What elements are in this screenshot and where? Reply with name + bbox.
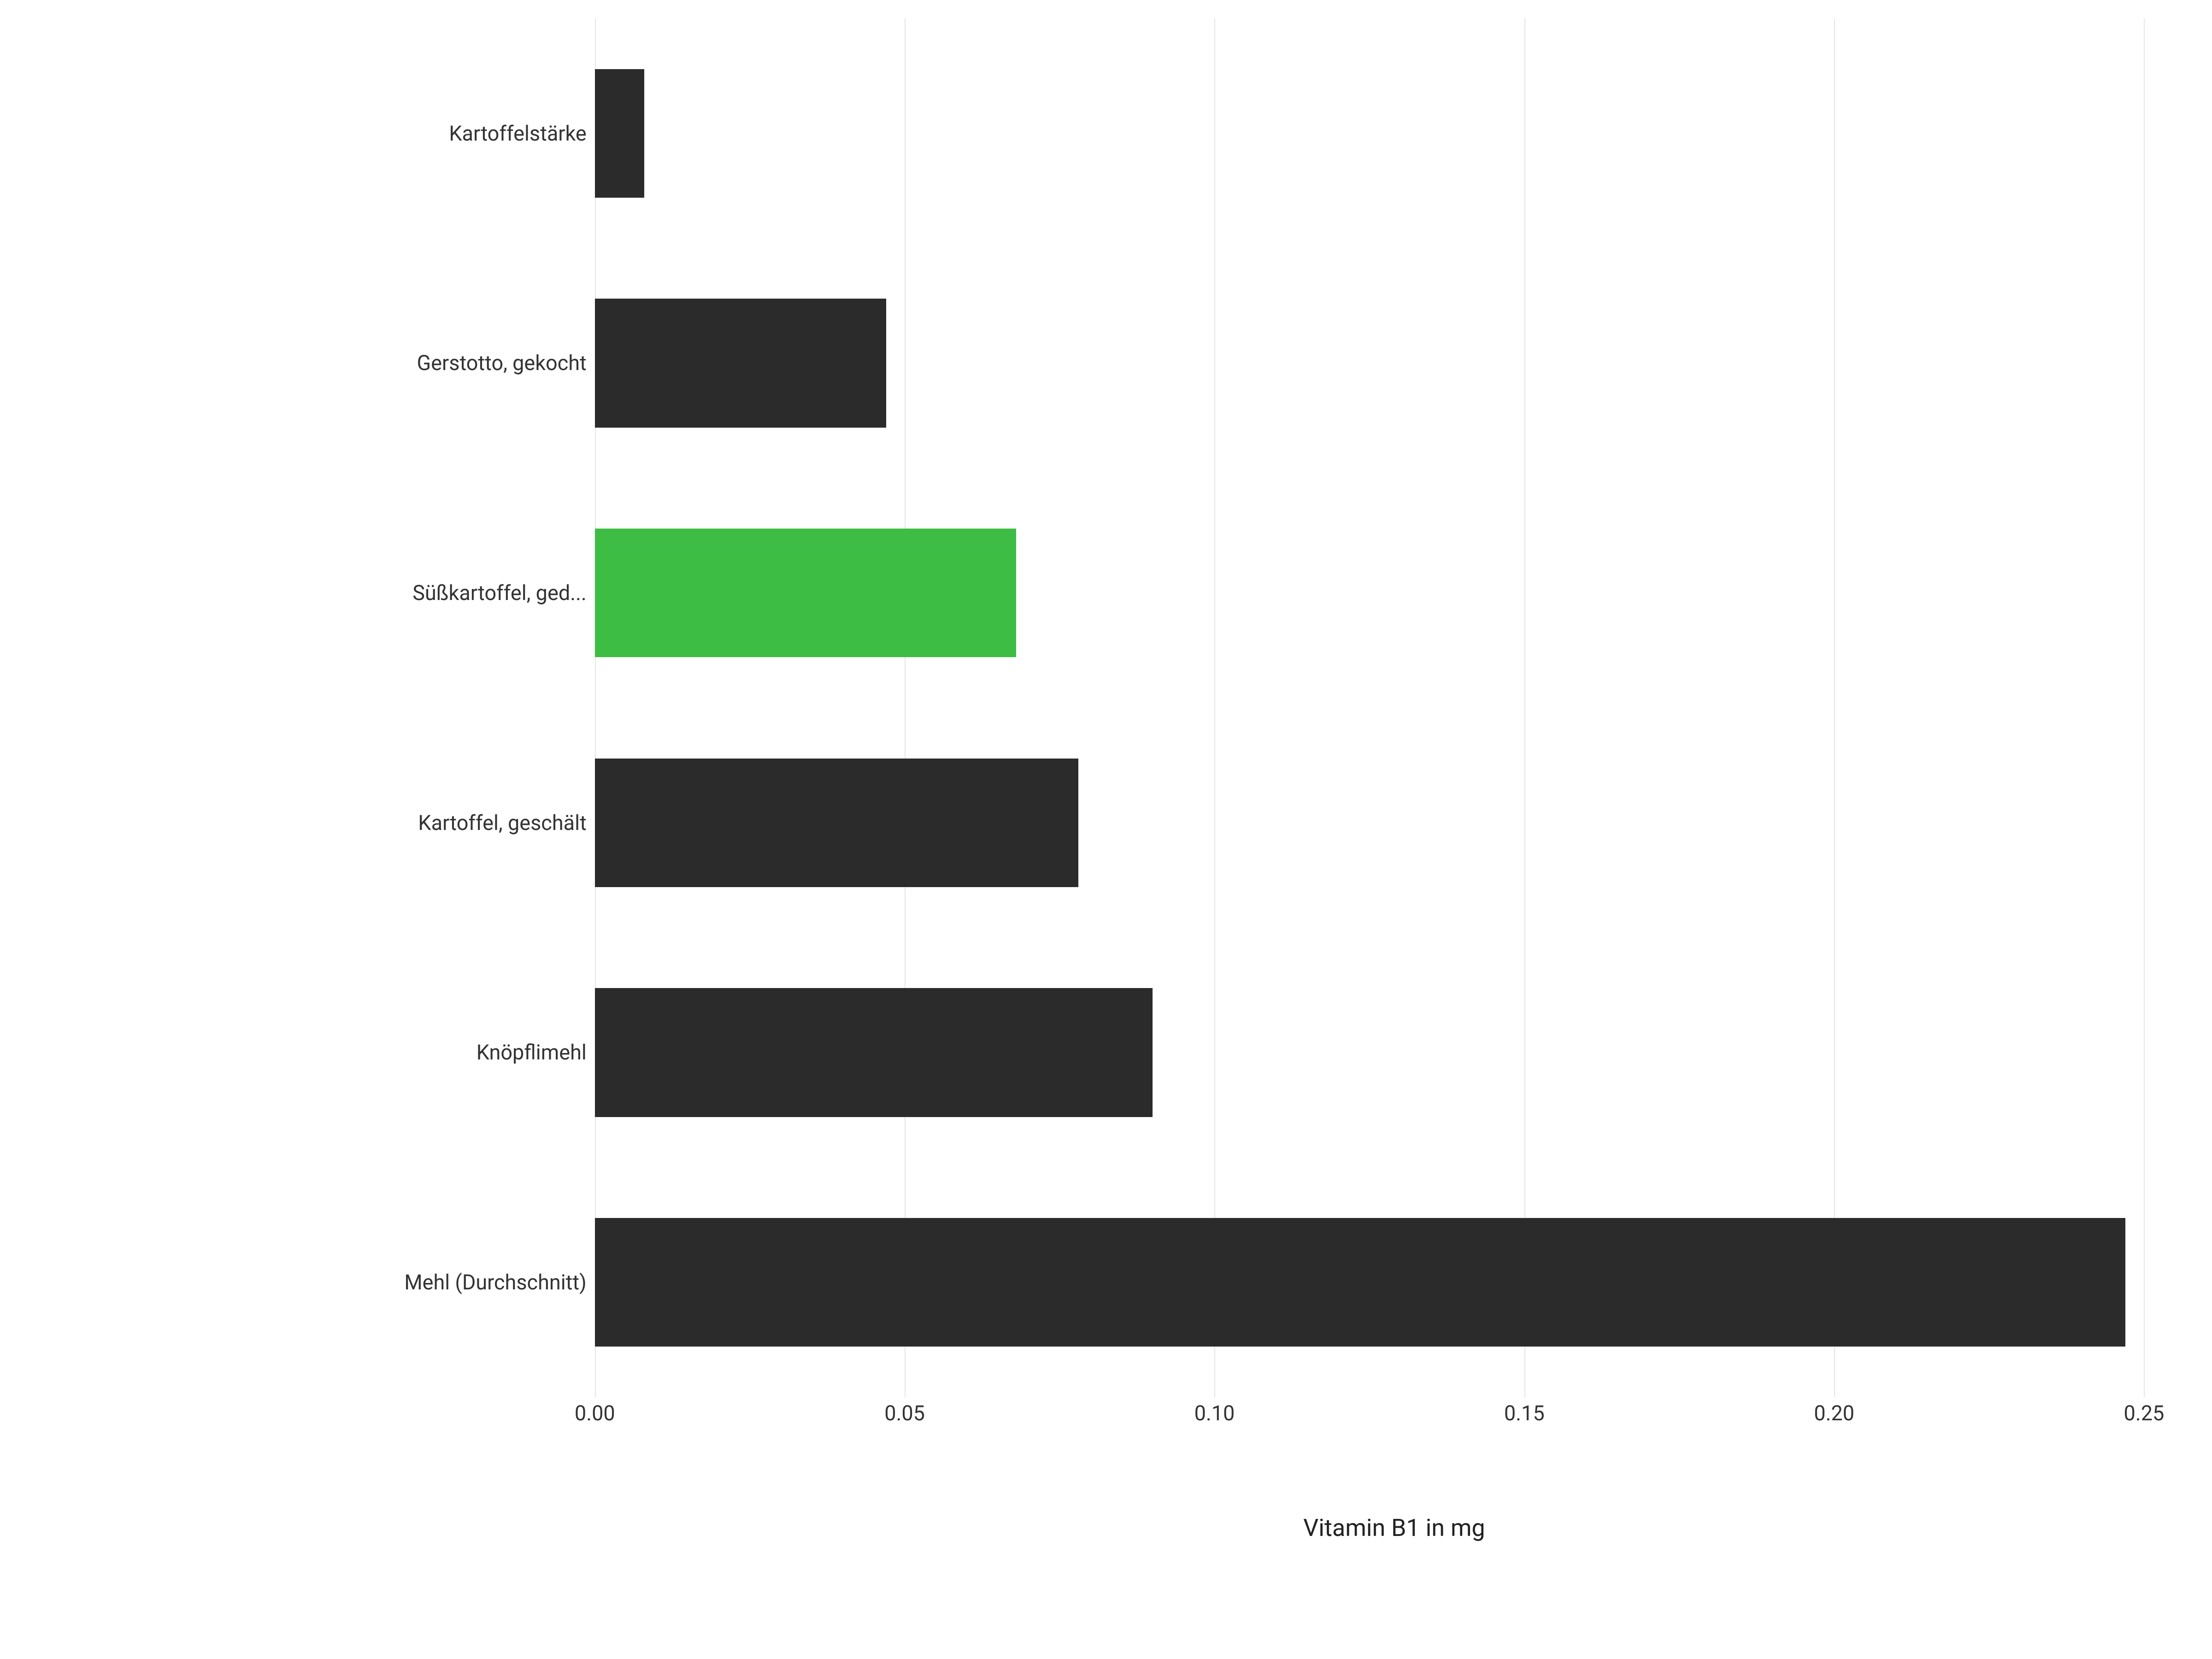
y-axis-label: Mehl (Durchschnitt) xyxy=(18,1272,595,1293)
bar xyxy=(595,529,1016,657)
x-tick-labels: 0.000.050.100.150.200.25 xyxy=(595,1397,2194,1514)
x-tick-label: 0.15 xyxy=(1504,1401,1545,1425)
bar xyxy=(595,69,645,198)
y-axis-label: Knöpflimehl xyxy=(18,1042,595,1063)
x-axis-title: Vitamin B1 in mg xyxy=(595,1514,2194,1641)
y-axis-label: Gerstotto, gekocht xyxy=(18,353,595,373)
bars-layer xyxy=(595,18,2194,1397)
bar xyxy=(595,988,1153,1117)
bar xyxy=(595,1218,2125,1347)
x-axis: 0.000.050.100.150.200.25 Vitamin B1 in m… xyxy=(595,1397,2194,1641)
x-tick-label: 0.10 xyxy=(1194,1401,1235,1425)
bar xyxy=(595,759,1078,887)
bar xyxy=(595,299,886,427)
x-tick-label: 0.25 xyxy=(2124,1401,2165,1425)
plot-area xyxy=(595,18,2194,1397)
bar-chart: Kartoffelstärke Gerstotto, gekocht Süßkart… xyxy=(18,18,2194,1641)
bar-row xyxy=(595,988,2194,1117)
y-axis-label: Süßkartoffel, ged... xyxy=(18,582,595,603)
bar-row xyxy=(595,69,2194,198)
x-tick-label: 0.05 xyxy=(884,1401,925,1425)
bar-row xyxy=(595,529,2194,657)
x-tick-label: 0.20 xyxy=(1814,1401,1854,1425)
x-tick-label: 0.00 xyxy=(575,1401,615,1425)
bar-row xyxy=(595,299,2194,427)
y-axis-label: Kartoffelstärke xyxy=(18,123,595,144)
chart-container: Kartoffelstärke Gerstotto, gekocht Süßkart… xyxy=(0,0,2212,1659)
bar-row xyxy=(595,759,2194,887)
y-axis-label: Kartoffel, geschält xyxy=(18,812,595,833)
y-axis-labels: Kartoffelstärke Gerstotto, gekocht Süßkart… xyxy=(18,18,595,1397)
bar-row xyxy=(595,1218,2194,1347)
